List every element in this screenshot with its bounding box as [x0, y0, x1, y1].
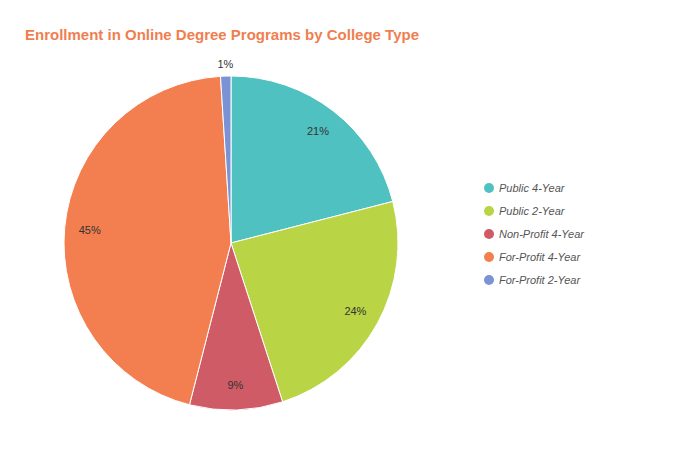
data-label: 21% [307, 125, 329, 137]
data-labels: 21% 24% 9% 45% 1% [79, 58, 367, 391]
data-label: 24% [344, 305, 366, 317]
legend-label: For-Profit 2-Year [499, 274, 581, 286]
legend-swatch [484, 206, 494, 216]
legend-swatch [484, 183, 494, 193]
legend-swatch [484, 252, 494, 262]
chart-title: Enrollment in Online Degree Programs by … [25, 26, 419, 43]
legend-swatch [484, 229, 494, 239]
legend-label: Public 2-Year [499, 205, 566, 217]
legend: Public 4-Year Public 2-Year Non-Profit 4-Y… [484, 182, 585, 286]
data-label: 1% [217, 58, 233, 70]
pie-slices [64, 76, 398, 410]
pie-slice [221, 76, 231, 243]
data-label: 45% [79, 224, 101, 236]
legend-label: For-Profit 4-Year [499, 251, 581, 263]
legend-swatch [484, 275, 494, 285]
legend-label: Non-Profit 4-Year [499, 228, 585, 240]
data-label: 9% [228, 379, 244, 391]
pie-slice [64, 76, 231, 404]
legend-label: Public 4-Year [499, 182, 566, 194]
chart-svg: Enrollment in Online Degree Programs by … [0, 0, 675, 453]
chart-container: Enrollment in Online Degree Programs by … [0, 0, 675, 453]
